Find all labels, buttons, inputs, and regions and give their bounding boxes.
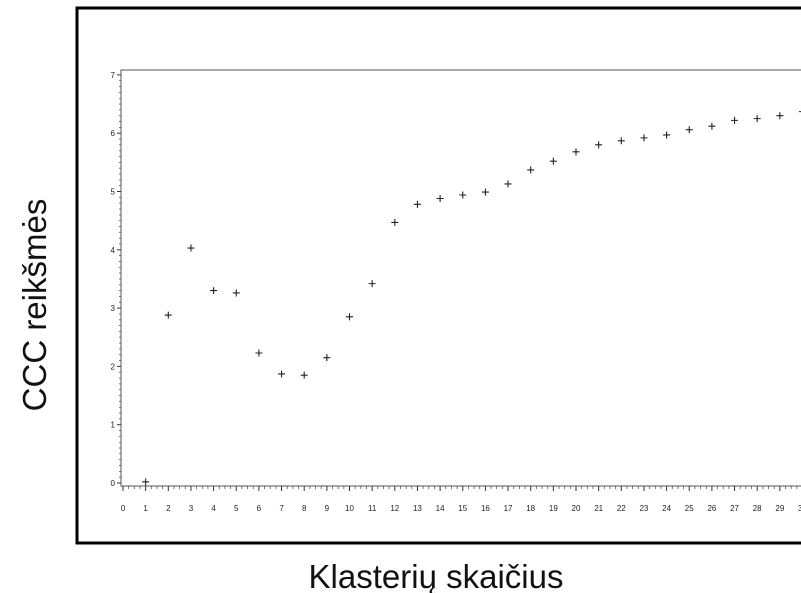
data-point xyxy=(278,370,286,378)
x-tick-label: 28 xyxy=(753,504,762,513)
x-tick-label: 9 xyxy=(325,504,330,513)
x-tick-label: 6 xyxy=(257,504,262,513)
data-point xyxy=(142,478,150,486)
x-tick-label: 7 xyxy=(279,504,284,513)
data-point xyxy=(708,122,716,130)
x-tick-label: 11 xyxy=(368,504,377,513)
x-tick-label: 2 xyxy=(166,504,171,513)
y-tick-label: 1 xyxy=(111,421,116,430)
data-point xyxy=(413,200,421,208)
data-point xyxy=(776,112,784,120)
x-tick-label: 18 xyxy=(526,504,535,513)
x-tick-label: 26 xyxy=(707,504,716,513)
y-tick-label: 5 xyxy=(111,188,116,197)
x-tick-label: 5 xyxy=(234,504,239,513)
data-point xyxy=(368,280,376,288)
x-tick-label: 3 xyxy=(189,504,194,513)
data-point xyxy=(753,115,761,123)
x-tick-label: 23 xyxy=(639,504,648,513)
data-point xyxy=(481,188,489,196)
data-point xyxy=(504,180,512,188)
x-tick-label: 8 xyxy=(302,504,307,513)
data-point xyxy=(255,349,263,357)
x-tick-label: 15 xyxy=(458,504,467,513)
x-tick-label: 29 xyxy=(775,504,784,513)
data-point xyxy=(617,137,625,145)
x-tick-label: 14 xyxy=(436,504,445,513)
plot-box xyxy=(120,69,801,487)
data-point xyxy=(323,354,331,362)
y-tick-label: 2 xyxy=(111,362,116,371)
data-point xyxy=(187,244,195,252)
x-tick-label: 27 xyxy=(730,504,739,513)
data-point xyxy=(731,116,739,124)
data-point xyxy=(799,111,801,113)
x-tick-label: 25 xyxy=(685,504,694,513)
x-tick-label: 20 xyxy=(572,504,581,513)
outer-frame xyxy=(75,6,801,545)
x-tick-label: 17 xyxy=(504,504,513,513)
x-tick-label: 30 xyxy=(798,504,801,513)
x-tick-label: 4 xyxy=(211,504,216,513)
y-tick-label: 6 xyxy=(111,129,116,138)
x-tick-label: 19 xyxy=(549,504,558,513)
x-axis-ticks: 0 1 2 3 4 5 6 7 8 9 10 11 12 13 14 15 16 17 18 19 20 21 22 23 24… xyxy=(121,486,801,513)
x-tick-label: 0 xyxy=(121,504,126,513)
x-tick-label: 24 xyxy=(662,504,671,513)
data-point xyxy=(685,126,693,134)
data-point xyxy=(300,371,308,379)
x-tick-label: 1 xyxy=(143,504,148,513)
y-tick-label: 4 xyxy=(111,246,116,255)
data-point xyxy=(210,287,218,295)
data-point xyxy=(527,166,535,174)
data-point xyxy=(232,289,240,297)
y-tick-label: 3 xyxy=(111,304,116,313)
data-point xyxy=(595,141,603,149)
x-tick-label: 21 xyxy=(594,504,603,513)
y-tick-label: 7 xyxy=(111,71,116,80)
x-axis-label: Klasterių skaičius xyxy=(309,558,564,593)
y-axis-label: CCC reikšmės xyxy=(16,199,53,412)
x-tick-label: 13 xyxy=(413,504,422,513)
data-point xyxy=(640,134,648,142)
data-point xyxy=(572,148,580,156)
data-point xyxy=(549,157,557,165)
data-point xyxy=(459,191,467,199)
data-point xyxy=(346,313,353,321)
data-points xyxy=(142,111,801,486)
y-axis-ticks: 0 1 2 3 4 5 6 7 xyxy=(111,71,121,488)
x-tick-label: 10 xyxy=(345,504,354,513)
data-point xyxy=(436,194,444,202)
x-tick-label: 16 xyxy=(481,504,490,513)
data-point xyxy=(663,131,671,139)
x-tick-label: 22 xyxy=(617,504,626,513)
x-tick-label: 12 xyxy=(390,504,399,513)
data-point xyxy=(391,218,399,226)
y-tick-label: 0 xyxy=(111,479,116,488)
data-point xyxy=(164,311,172,319)
